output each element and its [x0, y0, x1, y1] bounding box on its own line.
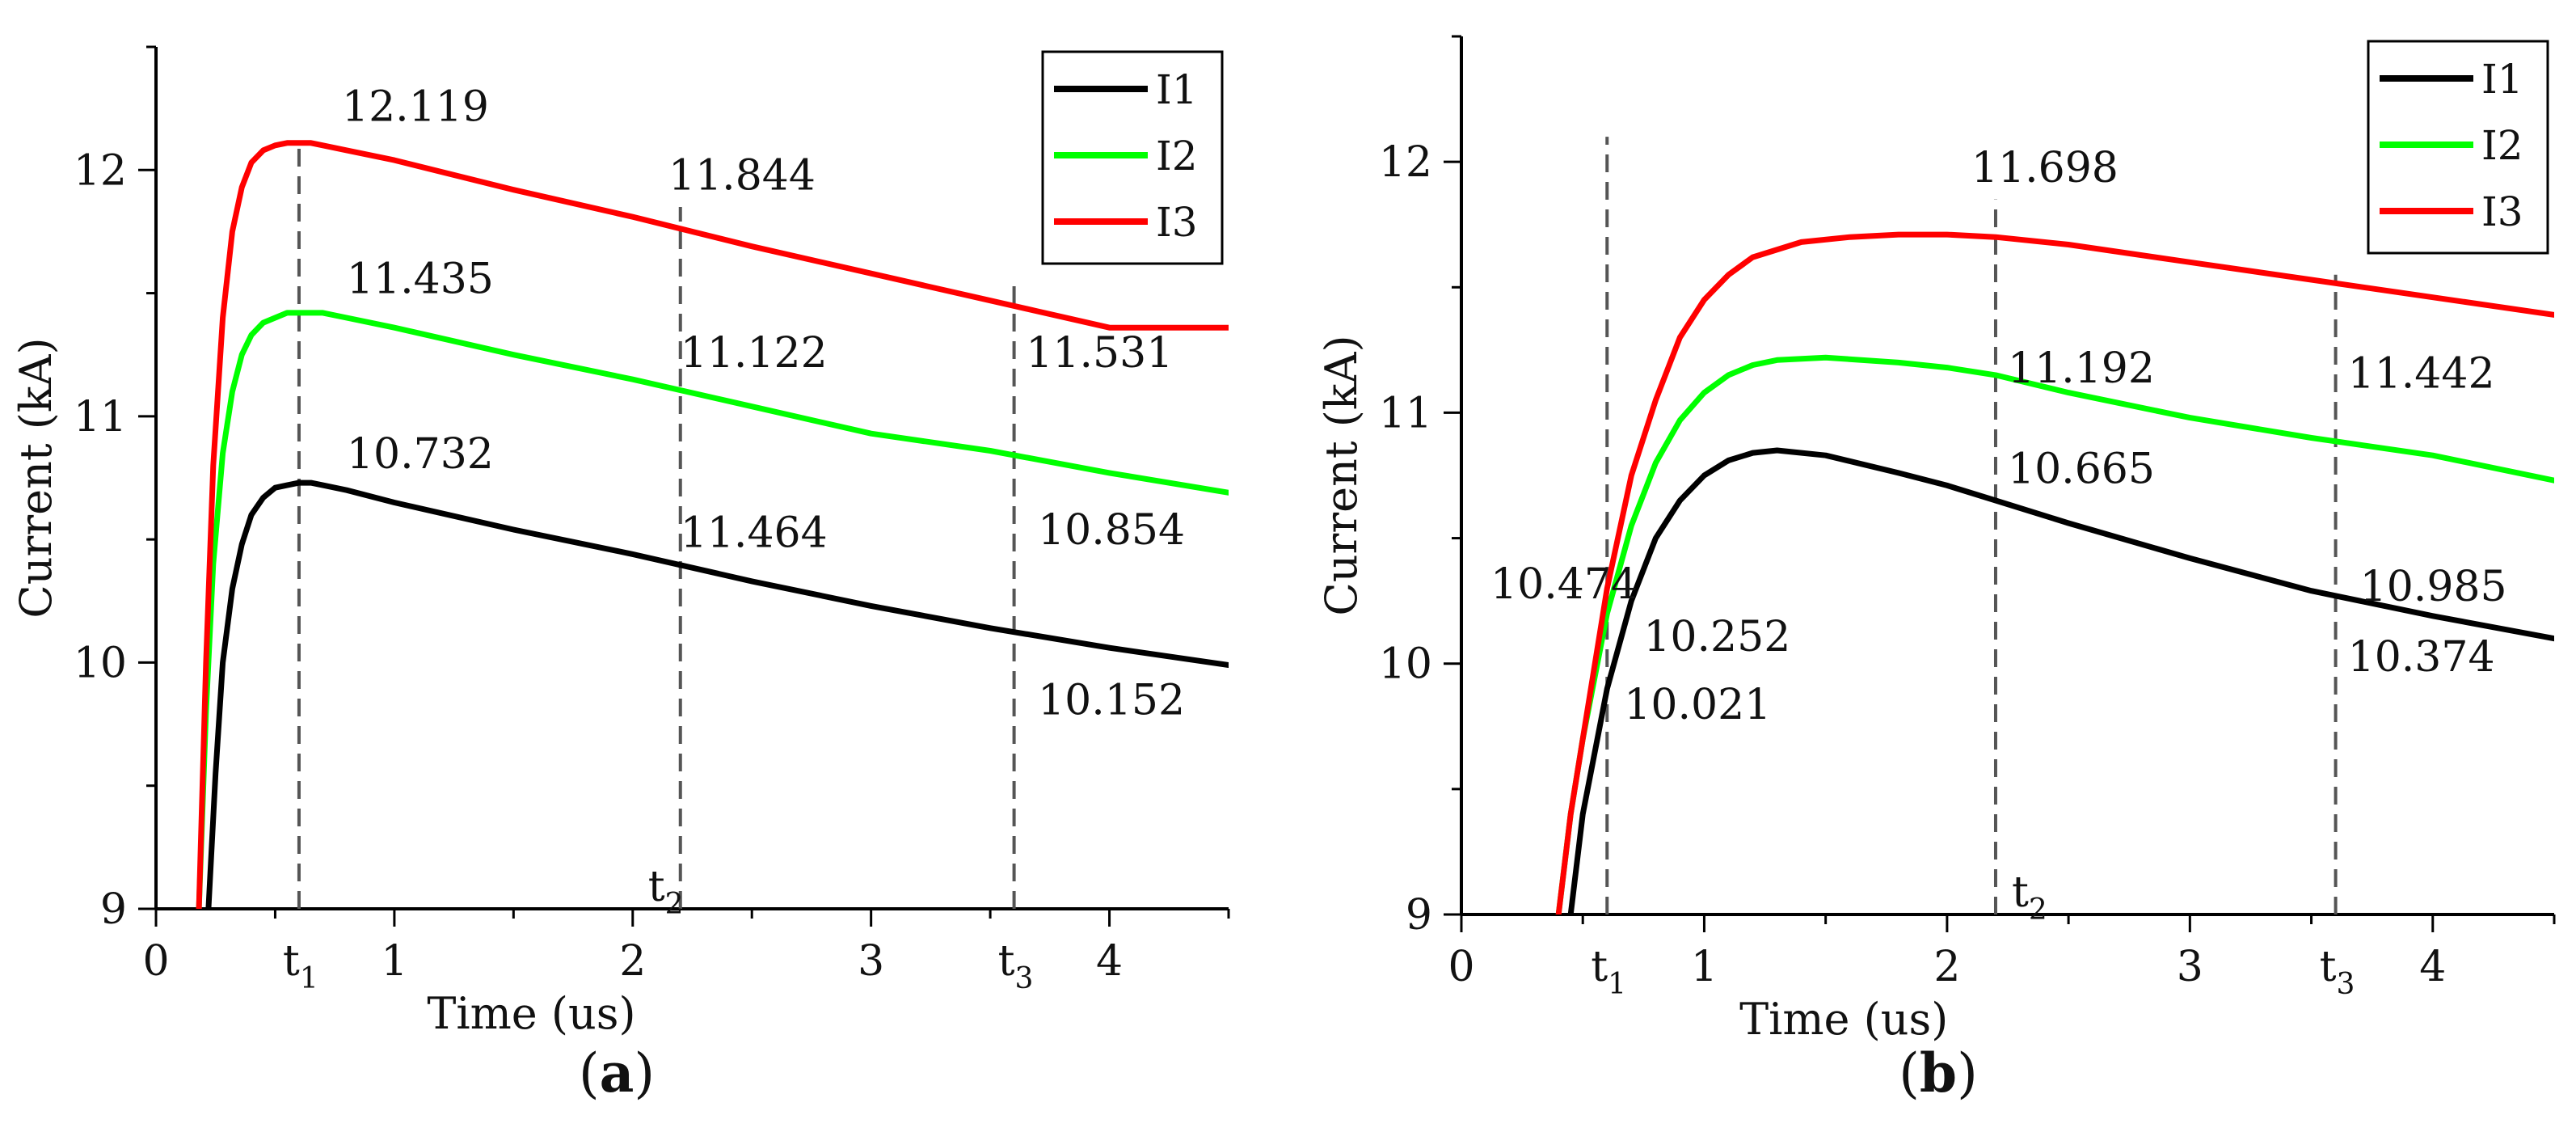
data-label: 11.531: [1026, 329, 1173, 378]
y-tick-label: 11: [74, 393, 127, 441]
data-label: 10.474: [1490, 560, 1638, 609]
data-label: 11.192: [2008, 344, 2155, 393]
y-tick-label: 9: [1406, 891, 1432, 940]
series-line-I2: [1555, 354, 2554, 914]
x-axis-title: Time (us): [1739, 994, 1948, 1045]
panel-label-letter: a: [600, 1041, 635, 1105]
y-tick-label: 11: [1379, 389, 1432, 437]
data-label: 11.844: [668, 152, 816, 201]
data-label: 10.985: [2360, 563, 2507, 611]
y-axis-title: Current (kA): [11, 337, 61, 618]
x-tick-label: 4: [1096, 937, 1123, 986]
y-tick-label: 10: [74, 639, 127, 687]
data-label: 12.119: [342, 82, 489, 131]
panel-label-close: ): [634, 1042, 655, 1105]
x-tick-label: 1: [1691, 943, 1718, 991]
vline-label-t1: t1: [1591, 943, 1626, 1001]
vline-label-t3: t3: [998, 937, 1034, 995]
vline-label-t3: t3: [2320, 943, 2355, 1001]
data-label: 10.732: [347, 430, 494, 479]
x-tick-label: 4: [2419, 943, 2446, 991]
data-label: 11.698: [1971, 144, 2119, 192]
x-tick-label: 3: [858, 937, 884, 986]
x-tick-label: 0: [142, 937, 169, 986]
y-tick-label: 12: [74, 146, 127, 195]
panel-label-close: ): [1957, 1042, 1978, 1105]
vline-label-sub: 1: [1608, 968, 1626, 1001]
x-tick-label: 2: [1933, 943, 1960, 991]
data-label: 11.464: [681, 509, 828, 557]
vline-label-t: t: [1591, 943, 1608, 991]
y-axis-title: Current (kA): [1316, 335, 1367, 615]
vline-label-t: t: [2320, 943, 2337, 991]
data-label: 10.152: [1038, 676, 1185, 724]
data-label: 11.442: [2348, 349, 2495, 398]
data-label: 10.374: [2348, 633, 2495, 682]
x-tick-label: 1: [381, 937, 407, 986]
legend-label-I2: I2: [2481, 122, 2523, 169]
series-line-I1: [205, 479, 1229, 909]
x-tick-label: 0: [1448, 943, 1474, 991]
vline-label-t: t: [2012, 868, 2029, 917]
series-line-I3: [196, 140, 1229, 909]
vline-label-t1: t1: [283, 937, 318, 995]
panel-label: (b): [1899, 1041, 1978, 1105]
y-tick-label: 12: [1379, 138, 1432, 187]
vline-label-t: t: [998, 937, 1015, 986]
vline-label-t: t: [283, 937, 300, 986]
series-line-I2: [196, 310, 1229, 909]
panel-label-open: (: [579, 1042, 600, 1105]
x-tick-label: 3: [2177, 943, 2203, 991]
data-label: 10.854: [1038, 506, 1185, 555]
panel-label-open: (: [1899, 1042, 1920, 1105]
panel-label-letter: b: [1920, 1041, 1957, 1105]
vline-label-sub: 1: [300, 962, 318, 995]
data-label: 10.665: [2008, 445, 2155, 493]
data-label: 10.021: [1624, 681, 1771, 729]
vline-label-sub: 3: [1015, 962, 1034, 995]
series-line-I3: [1555, 231, 2554, 914]
vline-label-t2: t2: [2012, 868, 2047, 927]
y-tick-label: 10: [1379, 640, 1432, 689]
vline-label-t2: t2: [648, 863, 684, 921]
series-line-I1: [1567, 447, 2554, 914]
data-label: 11.122: [681, 329, 828, 378]
legend-label-I3: I3: [1156, 199, 1198, 246]
vline-label-sub: 2: [2029, 893, 2047, 927]
panel-label: (a): [579, 1041, 655, 1105]
x-axis-title: Time (us): [427, 988, 635, 1039]
legend-label-I3: I3: [2481, 188, 2523, 235]
legend-label-I2: I2: [1156, 133, 1198, 180]
vline-label-sub: 2: [665, 888, 684, 921]
y-tick-label: 9: [100, 885, 127, 934]
vline-label-t: t: [648, 863, 665, 911]
series-group: [196, 140, 1229, 909]
data-label: 11.435: [347, 256, 494, 304]
legend-label-I1: I1: [1156, 66, 1198, 113]
legend-label-I1: I1: [2481, 56, 2523, 103]
x-tick-label: 2: [619, 937, 646, 986]
series-group: [1555, 231, 2554, 914]
vline-label-sub: 3: [2337, 968, 2355, 1001]
data-label: 10.252: [1643, 613, 1790, 661]
